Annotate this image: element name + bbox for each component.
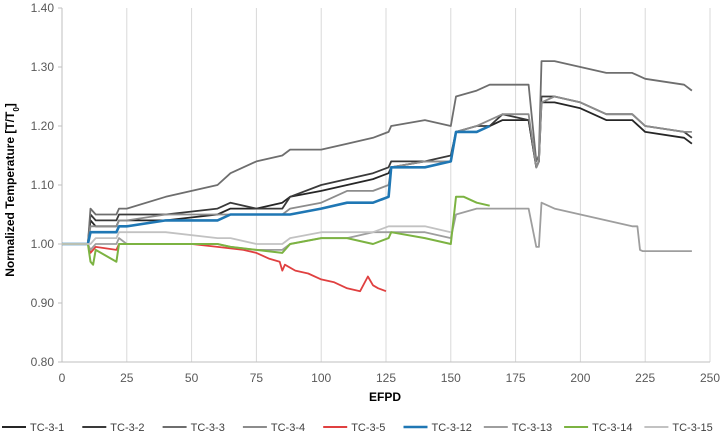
y-axis-title-end: ] (3, 103, 17, 107)
y-axis-title: Normalized Temperature [T/T0] (3, 103, 21, 277)
x-tick-label: 225 (635, 371, 655, 385)
legend-label: TC-3-4 (271, 422, 305, 434)
series-line-tc-3-3 (62, 60, 693, 245)
series-layer (62, 60, 693, 293)
x-tick-label: 175 (506, 371, 526, 385)
y-tick-label: 0.80 (31, 355, 55, 369)
x-axis-title: EFPD (369, 390, 401, 404)
y-tick-label: 1.40 (31, 1, 55, 15)
x-tick-label: 150 (441, 371, 461, 385)
x-tick-label: 50 (185, 371, 199, 385)
legend-label: TC-3-3 (191, 422, 225, 434)
x-tick-label: 250 (700, 371, 720, 385)
legend: TC-3-1 TC-3-2 TC-3-3 TC-3-4 TC-3-5 TC-3-12 TC-… (2, 422, 713, 434)
legend-label: TC-3-15 (672, 422, 712, 434)
legend-label: TC-3-5 (351, 422, 385, 434)
y-tick-label: 0.90 (31, 296, 55, 310)
y-tick-label: 1.10 (31, 178, 55, 192)
x-tick-label: 0 (59, 371, 66, 385)
x-tick-label: 125 (376, 371, 396, 385)
legend-label: TC-3-14 (592, 422, 632, 434)
legend-label: TC-3-2 (110, 422, 144, 434)
series-line-tc-3-15 (62, 225, 451, 245)
x-tick-label: 100 (311, 371, 331, 385)
y-axis-title-main: Normalized Temperature [T/T (3, 111, 17, 277)
x-tick-label: 25 (120, 371, 134, 385)
x-tick-label: 200 (570, 371, 590, 385)
series-line-tc-3-12 (62, 124, 491, 246)
grid (126, 8, 711, 362)
legend-label: TC-3-13 (512, 422, 552, 434)
series-line-tc-3-5 (62, 243, 387, 293)
y-axis-title-sub: 0 (12, 107, 21, 112)
legend-label: TC-3-12 (432, 422, 472, 434)
series-line-tc-3-14 (62, 195, 490, 266)
x-tick-label: 75 (250, 371, 264, 385)
legend-label: TC-3-1 (30, 422, 64, 434)
y-tick-label: 1.30 (31, 60, 55, 74)
axes (58, 7, 710, 363)
tick-labels: 0.80 0.90 1.00 1.10 1.20 1.30 1.40 0 25 50 75 100 12… (31, 1, 721, 385)
y-tick-label: 1.20 (31, 119, 55, 133)
y-tick-label: 1.00 (31, 237, 55, 251)
